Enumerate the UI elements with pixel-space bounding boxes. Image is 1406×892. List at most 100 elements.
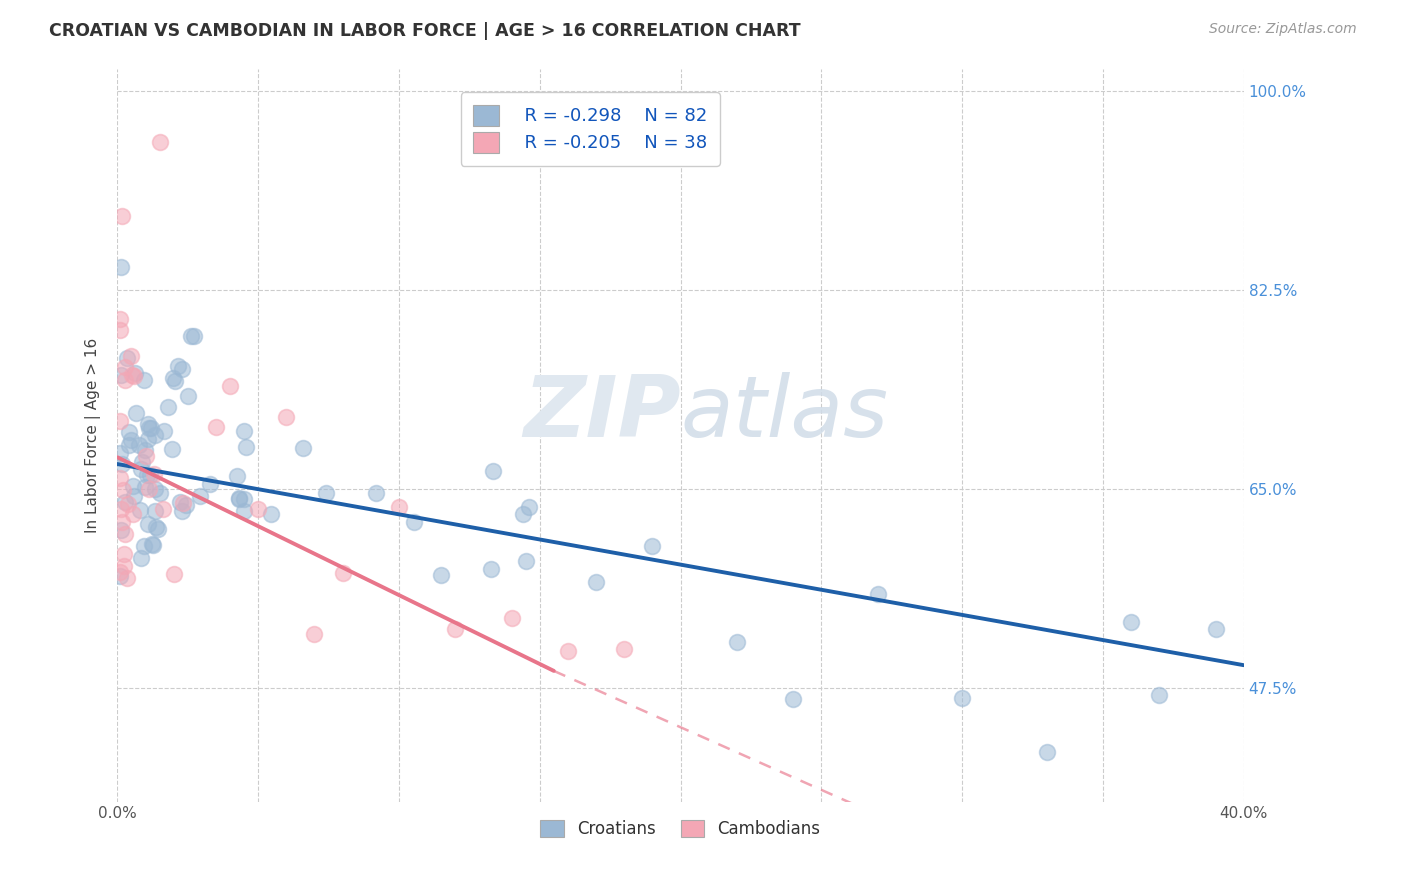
Point — [782, 692, 804, 706]
Point — [122, 507, 145, 521]
Point — [1149, 688, 1171, 702]
Point — [122, 490, 145, 504]
Point — [134, 539, 156, 553]
Point — [108, 471, 131, 485]
Point — [118, 438, 141, 452]
Point — [136, 417, 159, 431]
Point — [135, 449, 157, 463]
Point — [172, 496, 194, 510]
Point — [143, 504, 166, 518]
Point — [205, 419, 228, 434]
Point — [247, 501, 270, 516]
Point — [315, 486, 337, 500]
Point — [512, 507, 534, 521]
Point — [111, 457, 134, 471]
Point — [135, 468, 157, 483]
Point — [169, 495, 191, 509]
Point — [108, 565, 131, 579]
Point — [141, 537, 163, 551]
Point — [125, 406, 148, 420]
Point — [122, 478, 145, 492]
Point — [114, 495, 136, 509]
Point — [585, 575, 607, 590]
Point — [304, 627, 326, 641]
Point — [950, 691, 973, 706]
Text: atlas: atlas — [681, 372, 889, 455]
Point — [111, 209, 134, 223]
Point — [129, 462, 152, 476]
Point — [188, 490, 211, 504]
Text: ZIP: ZIP — [523, 372, 681, 455]
Point — [121, 368, 143, 383]
Point — [198, 477, 221, 491]
Point — [613, 641, 636, 656]
Point — [481, 464, 503, 478]
Point — [139, 467, 162, 482]
Point — [183, 328, 205, 343]
Point — [157, 400, 180, 414]
Text: CROATIAN VS CAMBODIAN IN LABOR FORCE | AGE > 16 CORRELATION CHART: CROATIAN VS CAMBODIAN IN LABOR FORCE | A… — [49, 22, 801, 40]
Point — [118, 425, 141, 439]
Y-axis label: In Labor Force | Age > 16: In Labor Force | Age > 16 — [86, 337, 101, 533]
Point — [114, 373, 136, 387]
Point — [176, 388, 198, 402]
Point — [174, 498, 197, 512]
Point — [1035, 745, 1057, 759]
Point — [138, 432, 160, 446]
Point — [134, 373, 156, 387]
Point — [108, 446, 131, 460]
Point — [124, 369, 146, 384]
Point — [112, 547, 135, 561]
Point — [517, 500, 540, 514]
Point — [128, 437, 150, 451]
Point — [233, 491, 256, 506]
Point — [110, 368, 132, 382]
Point — [117, 571, 139, 585]
Point — [235, 440, 257, 454]
Point — [110, 260, 132, 275]
Point — [276, 409, 298, 424]
Point — [110, 524, 132, 538]
Point — [1205, 622, 1227, 636]
Point — [138, 421, 160, 435]
Point — [129, 503, 152, 517]
Point — [641, 540, 664, 554]
Point — [129, 551, 152, 566]
Point — [152, 501, 174, 516]
Point — [259, 507, 281, 521]
Text: Source: ZipAtlas.com: Source: ZipAtlas.com — [1209, 22, 1357, 37]
Point — [430, 567, 453, 582]
Point — [108, 568, 131, 582]
Point — [145, 519, 167, 533]
Point — [160, 442, 183, 457]
Point — [112, 559, 135, 574]
Point — [149, 136, 172, 150]
Point — [152, 425, 174, 439]
Point — [228, 491, 250, 505]
Point — [162, 371, 184, 385]
Point — [162, 566, 184, 581]
Point — [366, 485, 388, 500]
Legend: Croatians, Cambodians: Croatians, Cambodians — [534, 813, 827, 845]
Point — [479, 562, 502, 576]
Point — [143, 428, 166, 442]
Point — [141, 538, 163, 552]
Point — [172, 362, 194, 376]
Point — [219, 378, 242, 392]
Point — [141, 421, 163, 435]
Point — [117, 497, 139, 511]
Point — [108, 414, 131, 428]
Point — [120, 434, 142, 448]
Point — [166, 359, 188, 373]
Point — [515, 554, 537, 568]
Point — [110, 501, 132, 516]
Point — [108, 311, 131, 326]
Point — [163, 374, 186, 388]
Point — [149, 486, 172, 500]
Point — [117, 351, 139, 366]
Point — [138, 482, 160, 496]
Point — [180, 329, 202, 343]
Point — [134, 443, 156, 458]
Point — [111, 483, 134, 498]
Point — [143, 483, 166, 497]
